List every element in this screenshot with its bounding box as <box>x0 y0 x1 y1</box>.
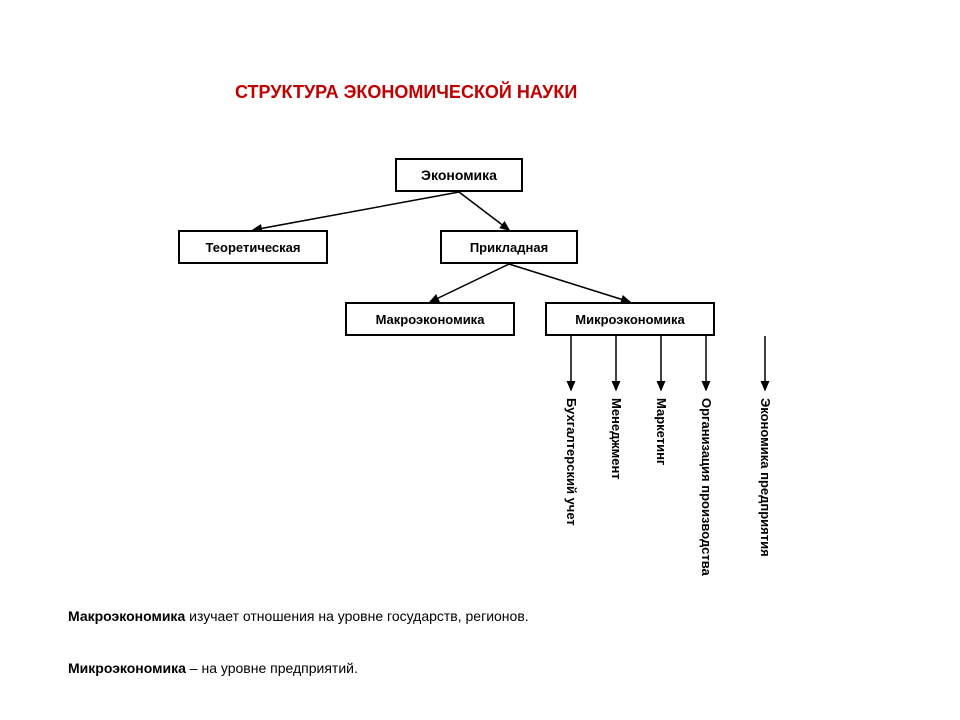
term: Микроэкономика <box>68 660 186 676</box>
node-macroeconomics: Макроэкономика <box>345 302 515 336</box>
definition-text: изучает отношения на уровне государств, … <box>185 608 528 624</box>
node-applied: Прикладная <box>440 230 578 264</box>
branch-marketing: Маркетинг <box>654 398 669 465</box>
node-label: Макроэкономика <box>376 312 485 327</box>
branch-production-organization: Организация производства <box>699 398 714 576</box>
branch-management: Менеджмент <box>609 398 624 480</box>
node-economy: Экономика <box>395 158 523 192</box>
node-theoretical: Теоретическая <box>178 230 328 264</box>
branch-accounting: Бухгалтерский учет <box>564 398 579 526</box>
definition-micro: Микроэкономика – на уровне предприятий. <box>68 660 358 676</box>
definition-text: – на уровне предприятий. <box>186 660 358 676</box>
diagram-title: СТРУКТУРА ЭКОНОМИЧЕСКОЙ НАУКИ <box>235 82 577 103</box>
branch-enterprise-economics: Экономика предприятия <box>758 398 773 557</box>
node-microeconomics: Микроэкономика <box>545 302 715 336</box>
node-label: Экономика <box>421 167 497 183</box>
node-label: Прикладная <box>470 240 548 255</box>
node-label: Теоретическая <box>206 240 301 255</box>
diagram-canvas: СТРУКТУРА ЭКОНОМИЧЕСКОЙ НАУКИ Экономика … <box>0 0 960 720</box>
definition-macro: Макроэкономика изучает отношения на уров… <box>68 608 529 624</box>
node-label: Микроэкономика <box>575 312 684 327</box>
term: Макроэкономика <box>68 608 185 624</box>
